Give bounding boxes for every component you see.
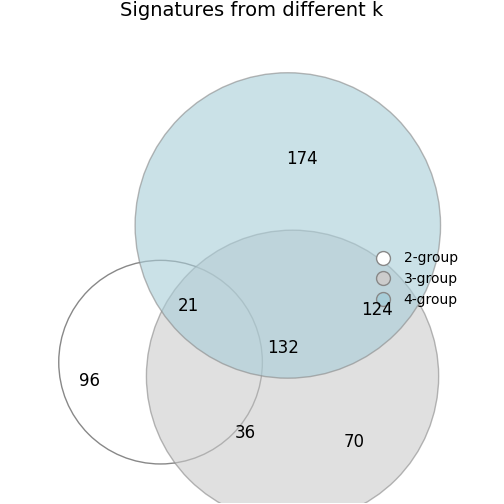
Text: 36: 36 [235, 424, 256, 442]
Text: 124: 124 [361, 301, 393, 320]
Text: 96: 96 [79, 372, 100, 390]
Text: 21: 21 [178, 296, 200, 314]
Text: 70: 70 [343, 433, 364, 451]
Circle shape [135, 73, 440, 378]
Circle shape [147, 230, 438, 504]
Title: Signatures from different k: Signatures from different k [120, 2, 384, 20]
Text: 132: 132 [267, 339, 299, 357]
Text: 174: 174 [286, 151, 318, 168]
Legend: 2-group, 3-group, 4-group: 2-group, 3-group, 4-group [363, 246, 463, 313]
